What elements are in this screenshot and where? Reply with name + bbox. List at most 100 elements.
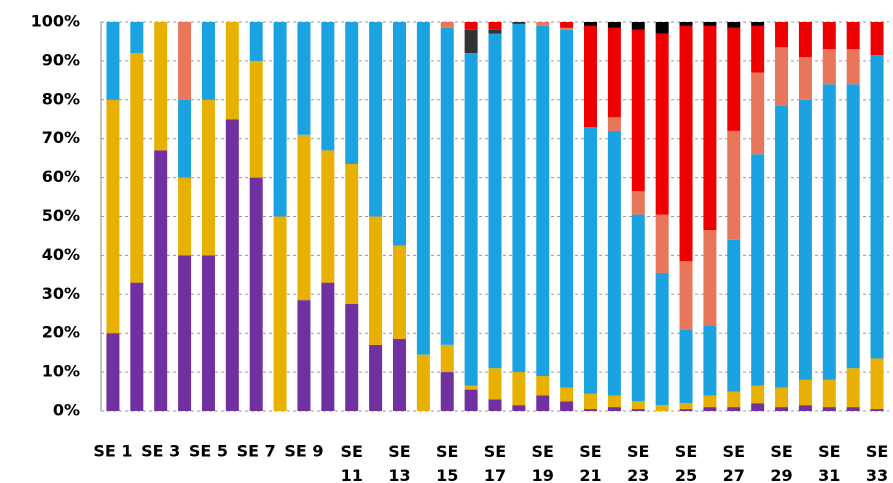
- bar-segment: [775, 407, 789, 411]
- x-tick-label: SE 25: [675, 442, 697, 483]
- bar-segment: [416, 22, 430, 355]
- y-tick-label: 20%: [42, 323, 80, 342]
- x-tick-label-line: 29: [770, 466, 792, 483]
- x-tick-label: SE 15: [436, 442, 458, 483]
- bar-segment: [178, 99, 192, 178]
- y-tick-label: 50%: [42, 206, 80, 225]
- bar-segment: [345, 304, 359, 411]
- bar-segment: [512, 405, 526, 411]
- bar-segment: [201, 99, 215, 256]
- y-tick-label: 30%: [42, 284, 80, 303]
- bar-segment: [440, 372, 454, 411]
- bar-segment: [751, 403, 765, 411]
- bar-segment: [870, 409, 884, 411]
- bar-segment: [703, 395, 717, 408]
- bar-segment: [249, 22, 263, 61]
- bar-segment: [775, 47, 789, 106]
- bar-segment: [822, 22, 836, 50]
- bar-segment: [345, 22, 359, 164]
- y-tick-label: 70%: [42, 128, 80, 147]
- bar-segment: [321, 150, 335, 283]
- bar-segment: [703, 407, 717, 411]
- bar-segment: [560, 387, 574, 402]
- bar-segment: [703, 25, 717, 231]
- x-tick-label-line: 27: [723, 466, 745, 483]
- bar-segment: [154, 150, 168, 411]
- bar-segment: [201, 255, 215, 411]
- bar-segment: [178, 177, 192, 256]
- x-tick-label-line: 13: [388, 466, 410, 483]
- bar-segment: [727, 22, 741, 28]
- y-tick-label: 0%: [53, 401, 80, 420]
- bar-segment: [130, 282, 144, 411]
- bar-segment: [846, 49, 860, 85]
- x-tick-label-line: SE: [532, 442, 554, 461]
- bar-segment: [440, 344, 454, 373]
- bar-segment: [536, 395, 550, 411]
- bar-segment: [679, 261, 693, 330]
- x-tick-label-line: SE: [341, 442, 363, 461]
- bar-segment: [607, 117, 621, 131]
- bar-segment: [273, 22, 287, 217]
- y-tick-label: 80%: [42, 89, 80, 108]
- bar-segment: [846, 22, 860, 50]
- bar-segment: [106, 99, 120, 334]
- bar-segment: [607, 27, 621, 118]
- bar-segment: [655, 214, 669, 273]
- bar-segment: [584, 25, 598, 128]
- x-tick-label-line: 33: [866, 466, 888, 483]
- bar-segment: [369, 344, 383, 411]
- bar-segment: [631, 214, 645, 402]
- bar-segment: [703, 22, 717, 26]
- bar-segment: [392, 339, 406, 411]
- x-tick-label: SE 1: [93, 442, 132, 461]
- x-tick-label: SE 7: [237, 442, 276, 461]
- y-tick-label: 40%: [42, 245, 80, 264]
- bar-segment: [655, 22, 669, 34]
- bar-segment: [488, 29, 502, 34]
- bar-segment: [345, 163, 359, 305]
- bar-segment: [798, 57, 812, 100]
- bar-segment: [488, 33, 502, 369]
- bar-segment: [201, 22, 215, 100]
- x-tick-label-line: 19: [532, 466, 554, 483]
- bar-segment: [679, 22, 693, 26]
- x-tick-label: SE 29: [770, 442, 792, 483]
- x-tick-label-line: SE: [436, 442, 458, 461]
- bar-segment: [703, 325, 717, 396]
- bar-segment: [870, 22, 884, 56]
- x-tick-label-line: 15: [436, 466, 458, 483]
- x-tick-label-line: SE: [484, 442, 506, 461]
- bar-segment: [870, 358, 884, 410]
- bar-segment: [106, 22, 120, 100]
- x-tick-label-line: 11: [341, 466, 363, 483]
- bar-segment: [297, 134, 311, 301]
- bar-segment: [631, 401, 645, 410]
- bar-segment: [536, 22, 550, 26]
- bar-segment: [679, 329, 693, 404]
- x-tick-label: SE 23: [627, 442, 649, 483]
- bar-segment: [297, 22, 311, 135]
- bar-segment: [130, 22, 144, 54]
- bar-segment: [703, 230, 717, 326]
- bar-segment: [249, 60, 263, 178]
- bar-segment: [822, 407, 836, 411]
- bar-segment: [106, 333, 120, 411]
- bar-segment: [631, 191, 645, 215]
- bar-segment: [560, 401, 574, 411]
- x-tick-label: SE 17: [484, 442, 506, 483]
- bar-segment: [392, 245, 406, 340]
- bar-segment: [679, 409, 693, 411]
- x-tick-label-line: 23: [627, 466, 649, 483]
- x-tick-label-line: SE: [388, 442, 410, 461]
- bar-segment: [607, 407, 621, 411]
- x-tick-label: SE 11: [341, 442, 363, 483]
- bar-segment: [369, 22, 383, 217]
- bar-segment: [321, 282, 335, 411]
- bar-segment: [727, 27, 741, 131]
- x-tick-label-line: 31: [818, 466, 840, 483]
- x-tick-label-line: SE: [818, 442, 840, 461]
- bar-segment: [297, 300, 311, 411]
